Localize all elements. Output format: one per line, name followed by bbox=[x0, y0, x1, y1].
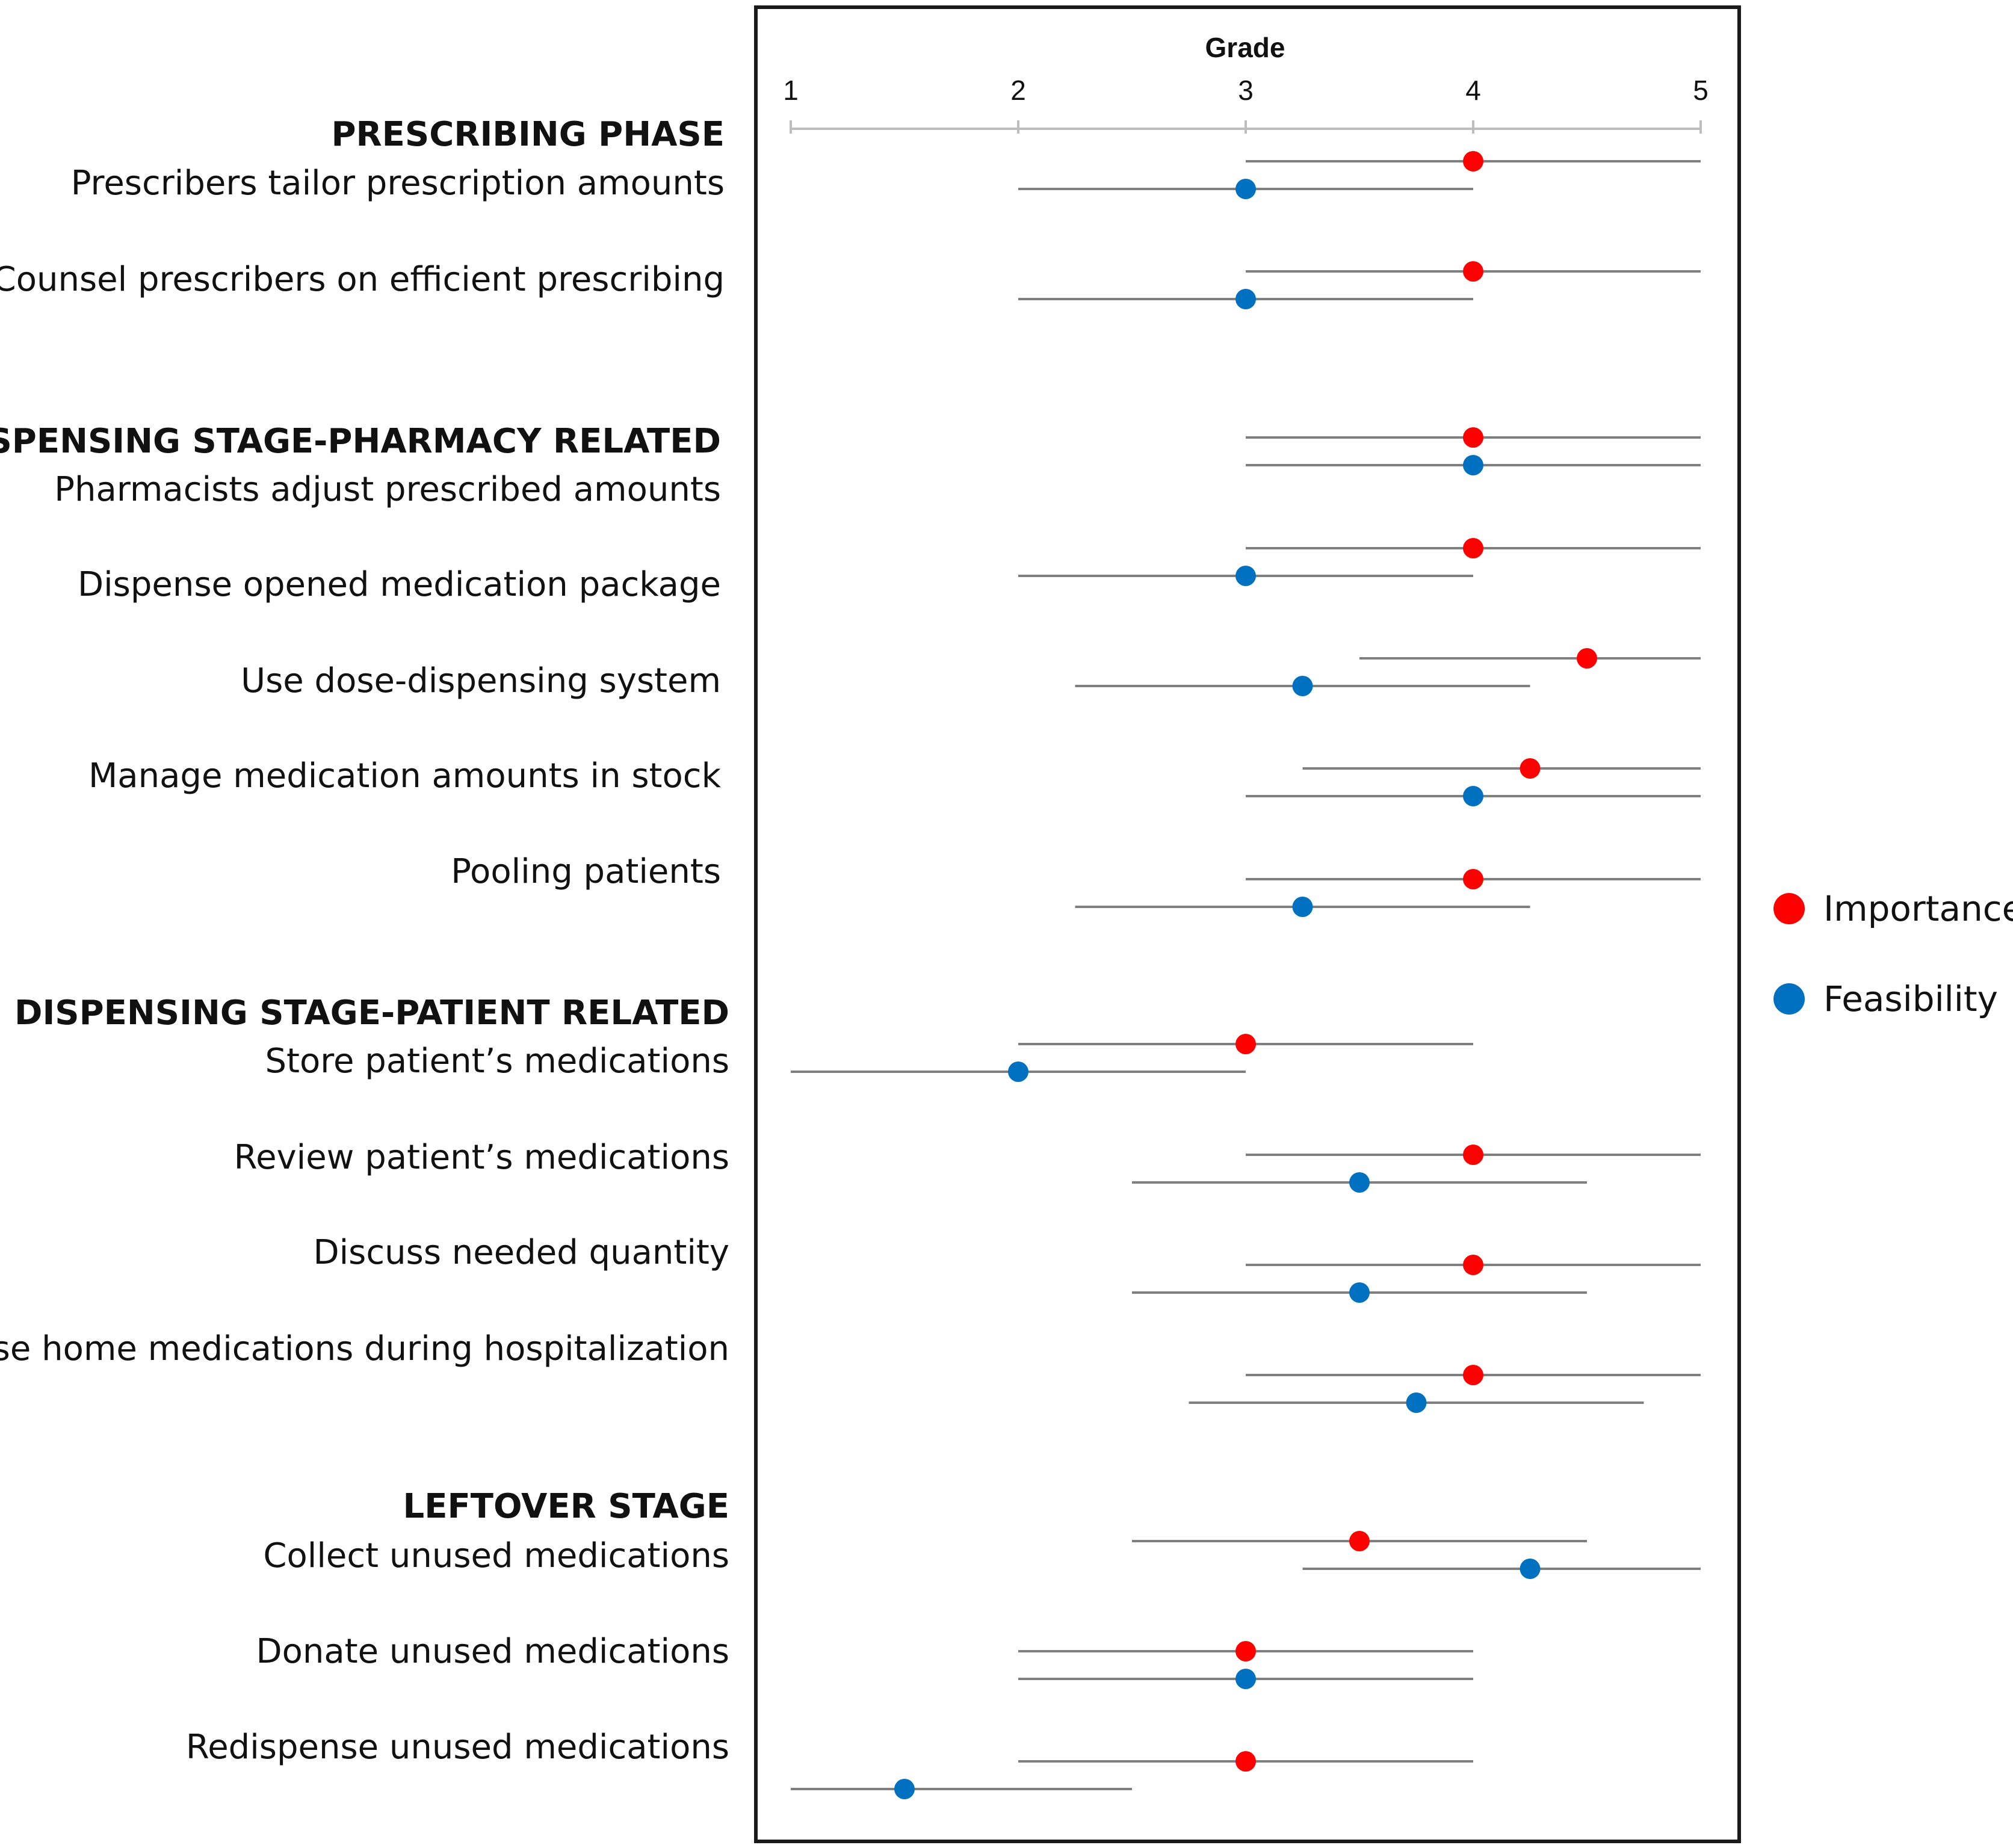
x-tick-label: 2 bbox=[1010, 75, 1026, 106]
importance-point bbox=[1463, 538, 1483, 558]
feasibility-point bbox=[1520, 1559, 1541, 1579]
feasibility-point bbox=[1349, 1172, 1370, 1193]
importance-point bbox=[1463, 869, 1483, 889]
item-label: Donate unused medications bbox=[256, 1632, 729, 1671]
importance-point bbox=[1463, 151, 1483, 172]
feasibility-point bbox=[1463, 455, 1483, 475]
section-heading: LEFTOVER STAGE bbox=[403, 1487, 729, 1526]
importance-point bbox=[1349, 1531, 1370, 1551]
feasibility-point bbox=[1292, 897, 1313, 917]
feasibility-point bbox=[1349, 1282, 1370, 1303]
feasibility-point bbox=[1292, 676, 1313, 696]
item-label: Redispense unused medications bbox=[186, 1728, 729, 1767]
legend-marker-feasibility bbox=[1773, 983, 1805, 1015]
x-axis-ticks: 1 2 3 4 5 bbox=[783, 75, 1708, 134]
legend-marker-importance bbox=[1773, 893, 1805, 924]
item-label: Dispense opened medication package bbox=[78, 565, 721, 604]
x-axis-title: Grade bbox=[1205, 32, 1285, 63]
item-label: Use home medications during hospitalizat… bbox=[0, 1329, 729, 1368]
item-label: Discuss needed quantity bbox=[314, 1233, 730, 1272]
section-heading: PRESCRIBING PHASE bbox=[332, 115, 725, 154]
importance-point bbox=[1520, 758, 1541, 779]
x-tick-label: 5 bbox=[1693, 75, 1708, 106]
section-heading: DISPENSING STAGE-PHARMACY RELATED bbox=[0, 422, 721, 461]
importance-point bbox=[1235, 1641, 1256, 1661]
importance-point bbox=[1463, 1145, 1483, 1165]
feasibility-point bbox=[1235, 1669, 1256, 1689]
feasibility-point bbox=[894, 1779, 915, 1799]
item-label: Prescribers tailor prescription amounts bbox=[71, 164, 725, 203]
plot-frame bbox=[754, 5, 1741, 1843]
item-label: Collect unused medications bbox=[263, 1536, 729, 1575]
feasibility-point bbox=[1406, 1392, 1427, 1413]
legend: Importance Feasibility bbox=[1773, 888, 2013, 1019]
feasibility-point bbox=[1008, 1062, 1028, 1082]
x-tick-label: 3 bbox=[1238, 75, 1254, 106]
legend-label: Feasibility bbox=[1823, 978, 1998, 1019]
item-label: Use dose-dispensing system bbox=[241, 661, 721, 700]
importance-point bbox=[1463, 261, 1483, 282]
section-heading: DISPENSING STAGE-PATIENT RELATED bbox=[14, 994, 729, 1033]
item-label: Review patient’s medications bbox=[234, 1138, 729, 1177]
feasibility-point bbox=[1235, 566, 1256, 586]
item-label: Counsel prescribers on efficient prescri… bbox=[0, 260, 725, 299]
median-points bbox=[894, 151, 1597, 1799]
feasibility-point bbox=[1235, 289, 1256, 309]
importance-point bbox=[1235, 1751, 1256, 1772]
importance-point bbox=[1463, 427, 1483, 448]
feasibility-point bbox=[1463, 786, 1483, 806]
importance-point bbox=[1463, 1255, 1483, 1275]
range-whiskers bbox=[791, 160, 1701, 1790]
category-labels: PRESCRIBING PHASE Prescribers tailor pres… bbox=[0, 115, 729, 1767]
item-label: Pooling patients bbox=[451, 852, 721, 891]
legend-label: Importance bbox=[1823, 888, 2013, 929]
item-label: Pharmacists adjust prescribed amounts bbox=[54, 470, 721, 509]
item-label: Store patient’s medications bbox=[265, 1042, 729, 1081]
importance-point bbox=[1463, 1365, 1483, 1385]
importance-point bbox=[1577, 648, 1597, 669]
importance-point bbox=[1235, 1034, 1256, 1054]
feasibility-point bbox=[1235, 179, 1256, 199]
item-label: Manage medication amounts in stock bbox=[88, 756, 722, 796]
x-tick-label: 1 bbox=[783, 75, 799, 106]
x-tick-label: 4 bbox=[1465, 75, 1481, 106]
